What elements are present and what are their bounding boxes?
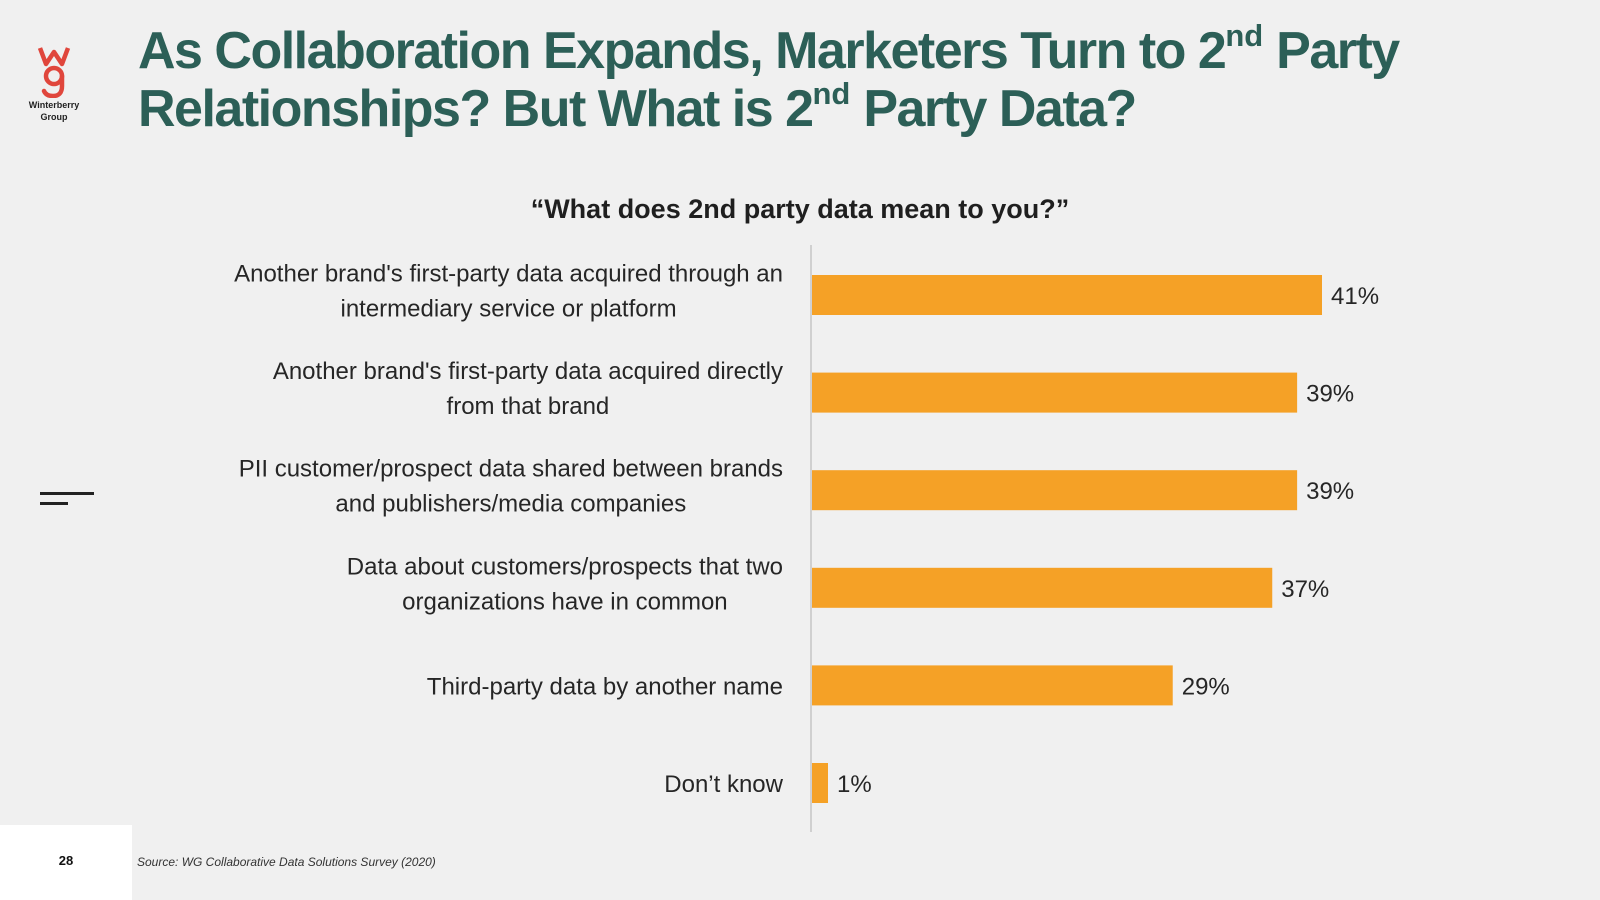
bar-1 [812,372,1298,413]
category-label-3-line-1: organizations have in common [402,588,728,615]
value-label-0: 41% [1331,283,1379,310]
category-label-4-line-0: Third-party data by another name [427,673,783,700]
category-label-1-line-1: from that brand [447,393,610,420]
bar-2 [812,470,1298,511]
winterberry-logo: Winterberry Group [22,44,86,122]
category-label-2-line-1: and publishers/media companies [335,491,686,518]
value-label-2: 39% [1306,478,1354,505]
value-label-5: 1% [837,771,872,798]
bar-5 [812,763,828,803]
category-label-3-line-0: Data about customers/prospects that two [347,553,783,580]
chart-question: “What does 2nd party data mean to you?” [530,194,1070,224]
page-number-box [0,825,132,900]
category-label-4: Third-party data by another name [427,673,783,700]
title-part3: Party Data? [850,80,1137,138]
category-label-1-line-0: Another brand's first-party data acquire… [273,358,783,385]
bar-4 [812,665,1173,706]
title-part1: As Collaboration Expands, Marketers Turn… [138,22,1227,80]
bar-3 [812,567,1273,608]
category-label-2-line-0: PII customer/prospect data shared betwee… [239,456,783,483]
category-label-5-line-0: Don’t know [664,771,783,798]
title-sup2: nd [812,76,851,111]
category-label-5: Don’t know [664,771,783,798]
value-label-3: 37% [1281,576,1329,603]
title-sup1: nd [1225,18,1264,53]
bar-0 [812,275,1322,315]
category-label-2: PII customer/prospect data shared betwee… [239,456,783,518]
source-note: Source: WG Collaborative Data Solutions … [137,855,436,869]
value-label-1: 39% [1306,381,1354,408]
page-number: 28 [58,853,74,868]
title-part2: Party Relationships? But What is 2 [138,22,1400,138]
page-title: As Collaboration Expands, Marketers Turn… [138,20,1558,138]
category-label-3: Data about customers/prospects that two o… [347,553,783,615]
category-label-0-line-0: Another brand's first-party data acquire… [234,261,783,288]
category-label-1: Another brand's first-party data acquire… [273,358,783,420]
value-label-4: 29% [1182,673,1230,700]
logo-text-line2: Group [40,112,68,122]
logo-text-line1: Winterberry [28,100,80,110]
wg-logo-icon [37,47,71,98]
category-label-0: Another brand's first-party data acquire… [234,261,783,323]
menu-icon [40,492,94,506]
category-label-0-line-1: intermediary service or platform [340,296,676,323]
